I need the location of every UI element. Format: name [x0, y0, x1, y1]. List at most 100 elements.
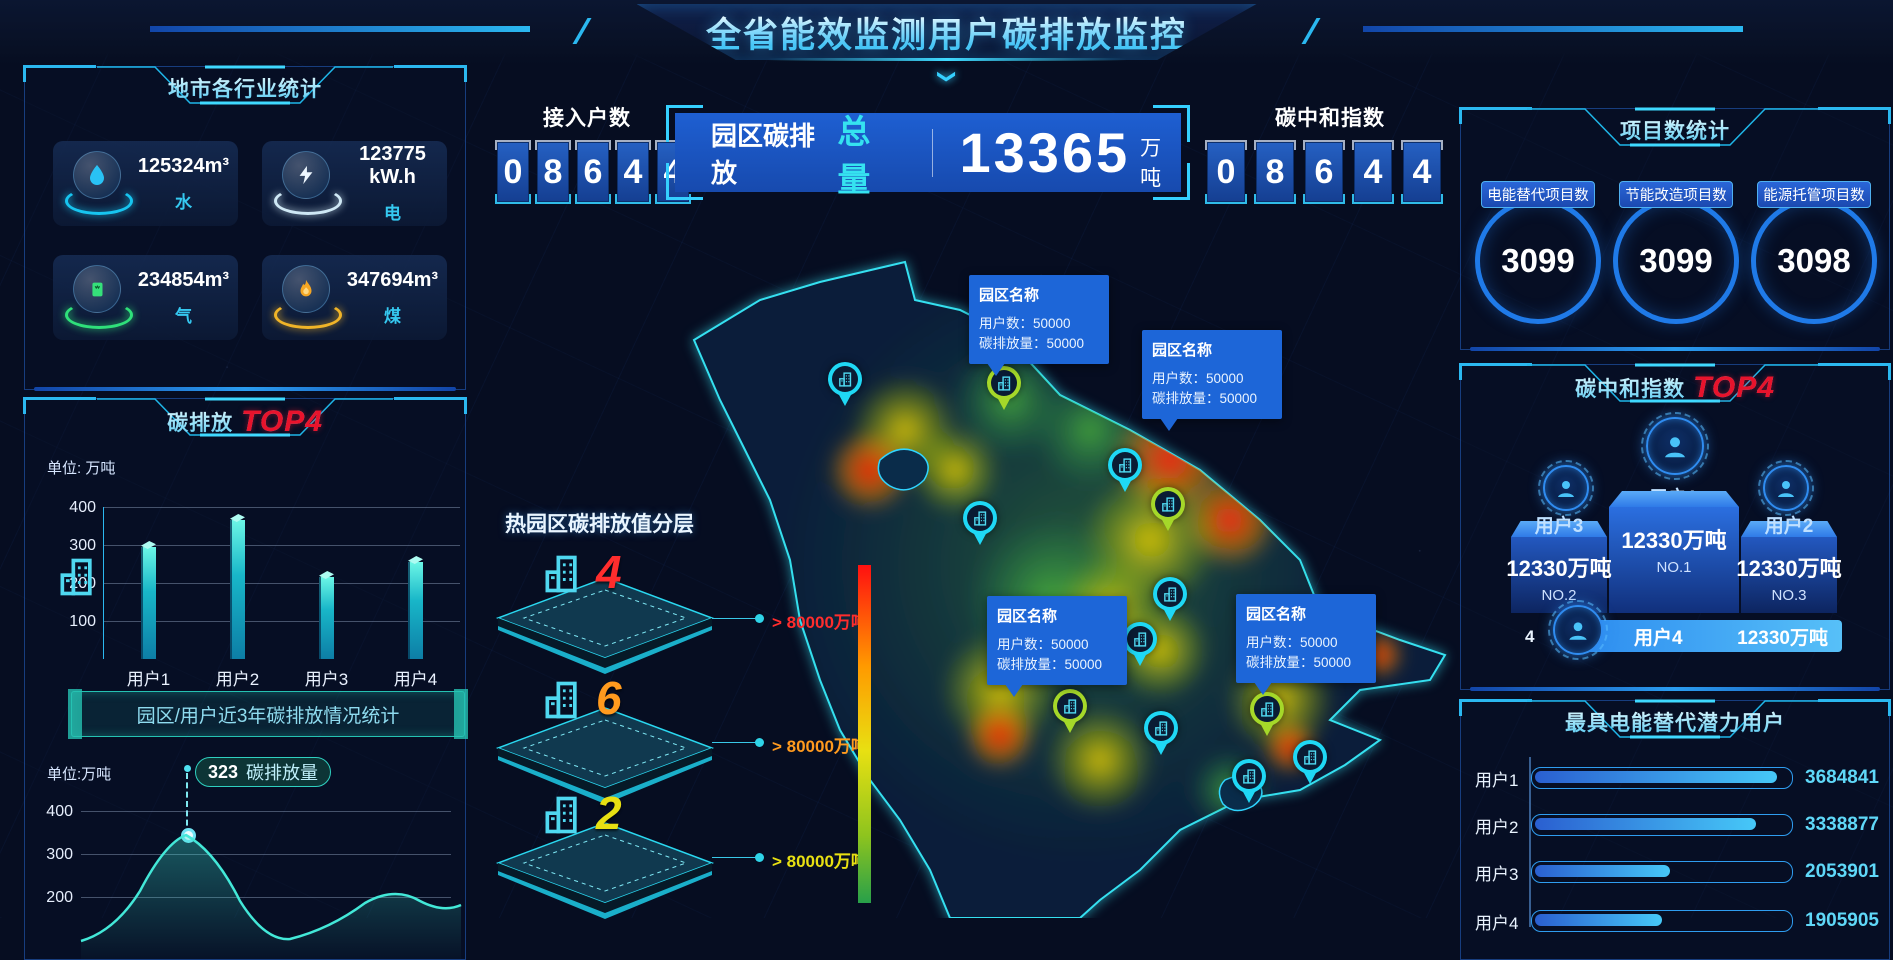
avatar-user3 [1538, 460, 1594, 516]
header-deco-left [150, 26, 530, 32]
podium-second: 用户3 12330万吨 NO.2 [1506, 516, 1612, 613]
tooltip-emission: 碳排放量：50000 [1246, 655, 1352, 670]
coal-value: 347694m³ [346, 268, 439, 291]
map-pin[interactable] [1144, 711, 1178, 757]
podium-user3-rank: NO.2 [1541, 587, 1577, 604]
map-pin[interactable] [1153, 577, 1187, 623]
potential-row: 用户3 2053901 [1475, 857, 1879, 887]
map-pin[interactable] [1250, 692, 1284, 738]
digit-tile: 4 [1401, 140, 1443, 204]
project-stat: 能源托管项目数 3098 [1751, 181, 1877, 324]
total-emission-unit: 万吨 [1140, 136, 1162, 190]
potential-row: 用户1 3684841 [1475, 763, 1879, 793]
potential-user: 用户4 [1475, 913, 1519, 933]
map-pin[interactable] [1053, 689, 1087, 735]
electric-label: 电 [384, 204, 401, 223]
neutral-index-label: 碳中和指数 [1275, 107, 1385, 130]
panel-industry-stats: 地市各行业统计 125324m³ 水 123775 kW.h 电 [23, 65, 467, 391]
panel-bottom-glow [33, 387, 457, 391]
building-icon [540, 552, 584, 601]
tooltip-emission: 碳排放量：50000 [1152, 391, 1258, 406]
history-point-tooltip: 323 碳排放量 [195, 757, 332, 787]
map-pin[interactable] [828, 362, 862, 408]
panel-header-frame [97, 397, 393, 437]
access-users-label: 接入户数 [543, 107, 631, 130]
project-value: 3098 [1751, 198, 1877, 324]
total-label-highlight: 总量 [837, 112, 871, 198]
bar-user3 [319, 577, 334, 659]
card-water: 125324m³ 水 [53, 141, 238, 226]
digit-tile: 4 [615, 140, 651, 204]
xlabel-user3: 用户3 [304, 670, 349, 689]
map-pin[interactable] [1108, 448, 1142, 494]
map-tooltip: 园区名称 用户数：50000 碳排放量：50000 [1236, 594, 1376, 695]
history-unit-label: 单位:万吨 [47, 766, 112, 783]
page-title-container: 全省能效监测用户碳排放监控 [636, 4, 1257, 60]
card-electric: 123775 kW.h 电 [262, 141, 447, 226]
map-pin[interactable] [1232, 759, 1266, 805]
rank4-user: 用户4 [1634, 627, 1683, 649]
heat-color-scale [858, 565, 871, 903]
history-tooltip-label: 碳排放量 [246, 763, 319, 783]
avatar-user4 [1548, 600, 1608, 660]
page-title: 全省能效监测用户碳排放监控 [706, 7, 1187, 58]
podium-user2-value: 12330万吨 [1736, 556, 1842, 581]
xlabel-user2: 用户2 [215, 670, 260, 689]
digit-tile: 0 [495, 140, 531, 204]
layer-count-1: 4 [596, 546, 622, 598]
map-pin[interactable] [963, 501, 997, 547]
tooltip-users: 用户数：50000 [1152, 371, 1244, 386]
map-pin[interactable] [1293, 740, 1327, 786]
gas-value: 234854m³ [137, 268, 230, 291]
layer-threshold-3: > 80000万吨 [772, 852, 868, 871]
header-slash-right [1301, 18, 1321, 44]
potential-bar [1530, 814, 1794, 836]
industry-cards: 125324m³ 水 123775 kW.h 电 234854m³ 气 [53, 141, 449, 340]
lake-hongze [877, 448, 929, 491]
water-label: 水 [175, 192, 192, 212]
access-users-digits: 0 8 6 4 4 [495, 140, 691, 204]
gas-label: 气 [175, 306, 192, 326]
layer-platform-1 [495, 577, 715, 674]
potential-bar [1530, 861, 1794, 883]
coal-label: 煤 [384, 306, 401, 326]
xlabel-user1: 用户1 [126, 670, 171, 689]
potential-value: 1905905 [1805, 910, 1879, 931]
project-label: 电能替代项目数 [1481, 181, 1595, 208]
emission-bar-chart: 400 300 200 100 用户1 用户2 用户3 用户4 [69, 499, 460, 689]
podium-user3-name: 用户3 [1534, 516, 1584, 537]
panel-emission-top4: 碳排放 TOP4 单位: 万吨 400 300 200 100 用户1 用户2 … [23, 397, 468, 960]
digit-tile: 8 [535, 140, 571, 204]
header-slash-left [572, 18, 592, 44]
title-underline [766, 58, 1127, 61]
tooltip-title: 园区名称 [979, 287, 1040, 304]
digit-tile: 6 [1303, 140, 1345, 204]
project-label: 节能改造项目数 [1619, 181, 1733, 208]
panel-neutral-top4: 碳中和指数 TOP4 用户1 12330万吨 NO.1 用户3 12330万吨 … [1459, 363, 1891, 691]
history-stats-button[interactable]: 园区/用户近3年碳排放情况统计 [68, 689, 468, 739]
podium-third: 用户2 12330万吨 NO.3 [1736, 516, 1842, 613]
layers-section-title: 热园区碳排放值分层 [505, 513, 694, 536]
layer-threshold-2: > 80000万吨 [772, 737, 868, 756]
map-pin[interactable] [1123, 622, 1157, 668]
potential-bar [1530, 910, 1794, 932]
map-pin[interactable] [1151, 487, 1185, 533]
digit-tile: 6 [575, 140, 611, 204]
panel-header-frame [1527, 363, 1823, 403]
history-stats-button-label: 园区/用户近3年碳排放情况统计 [136, 705, 400, 727]
building-icon [540, 793, 584, 842]
bracket [666, 163, 703, 200]
rank4-row: 用户4 12330万吨 [1586, 620, 1842, 652]
chevron-down-icon: ❯ [937, 68, 957, 85]
podium-user1-value: 12330万吨 [1621, 528, 1727, 553]
panel-header-frame [97, 65, 393, 105]
building-icon [540, 678, 584, 727]
digit-tile: 0 [1205, 140, 1247, 204]
potential-row: 用户2 3338877 [1475, 810, 1879, 840]
tooltip-title: 园区名称 [1152, 342, 1213, 359]
panel-emission-title: 碳排放 [167, 412, 234, 435]
panel-bottom-glow [1469, 347, 1881, 351]
layer-threshold-1: > 80000万吨 [772, 613, 868, 632]
history-area-chart: 400 300 200 [25, 791, 465, 959]
panel-header-frame [1527, 107, 1823, 147]
